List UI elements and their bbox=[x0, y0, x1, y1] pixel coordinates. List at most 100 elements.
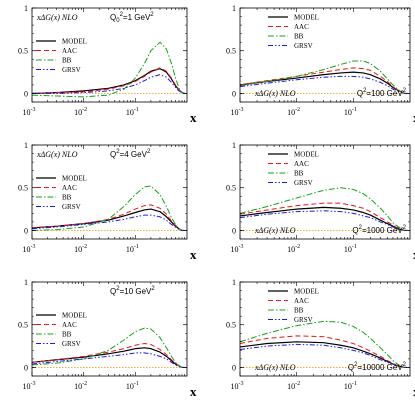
x-tick-base: 10 bbox=[287, 245, 295, 254]
x-tick-exponent: -3 bbox=[31, 244, 36, 250]
q2-part: 2 bbox=[403, 225, 407, 231]
y-tick-label: 0.5 bbox=[226, 47, 236, 56]
q2-part: 2 bbox=[403, 88, 407, 94]
y-tick-label: 0.5 bbox=[18, 47, 28, 56]
x-axis-label: x bbox=[413, 384, 415, 399]
x-tick-base: 10 bbox=[287, 108, 295, 117]
plot-area bbox=[240, 320, 408, 369]
x-tick-base: 10 bbox=[287, 382, 295, 391]
y-tick-label: 1 bbox=[24, 278, 28, 287]
q2-part: 2 bbox=[403, 362, 407, 368]
x-tick-base: 10 bbox=[231, 382, 239, 391]
q2-annotation: Q2=1000 GeV2 bbox=[352, 225, 406, 235]
x-axis-label: x bbox=[190, 247, 197, 262]
q2-part: 2 bbox=[147, 149, 151, 155]
x-tick-exponent: -2 bbox=[82, 107, 87, 113]
y-tick-label: 0 bbox=[232, 363, 236, 372]
legend-label-bb: BB bbox=[294, 170, 304, 178]
x-tick-label: 10-1 bbox=[126, 381, 139, 391]
series-line-grsv bbox=[32, 74, 185, 94]
legend-label-model: MODEL bbox=[294, 288, 319, 296]
x-tick-base: 10 bbox=[126, 108, 134, 117]
legend-label-grsv: GRSV bbox=[294, 316, 313, 324]
x-tick-exponent: -2 bbox=[82, 244, 87, 250]
legend-label-model: MODEL bbox=[62, 312, 87, 320]
plot-area bbox=[240, 60, 408, 95]
series-line-grsv bbox=[32, 214, 185, 231]
x-tick-exponent: -1 bbox=[352, 244, 357, 250]
plot-frame bbox=[31, 281, 188, 377]
y-tick-label: 0.5 bbox=[18, 184, 28, 193]
plot-area bbox=[32, 41, 185, 98]
plot-area bbox=[32, 185, 185, 232]
x-tick-exponent: -2 bbox=[295, 244, 300, 250]
plot-area bbox=[240, 187, 408, 232]
panel-title: xΔG(x) NLO bbox=[254, 363, 296, 372]
x-tick-base: 10 bbox=[23, 108, 31, 117]
q2-annotation: Q2=10000 GeV2 bbox=[348, 362, 407, 372]
q2-part: Q bbox=[110, 13, 116, 22]
q2-part: 2 bbox=[354, 362, 358, 368]
series-line-model bbox=[32, 68, 185, 95]
q2-part: Q bbox=[357, 89, 363, 98]
legend-label-aac: AAC bbox=[294, 297, 309, 305]
panel-title: xΔG(x) NLO bbox=[36, 13, 78, 22]
x-tick-base: 10 bbox=[74, 108, 82, 117]
x-tick-base: 10 bbox=[23, 245, 31, 254]
x-tick-base: 10 bbox=[74, 382, 82, 391]
x-tick-base: 10 bbox=[231, 245, 239, 254]
y-tick-label: 0 bbox=[24, 363, 28, 372]
panel-title: xΔG(x) NLO bbox=[254, 226, 296, 235]
x-tick-label: 10-3 bbox=[23, 244, 36, 254]
y-tick-label: 1 bbox=[232, 141, 236, 150]
q2-part: =1 GeV bbox=[123, 13, 151, 22]
y-tick-label: 0.5 bbox=[18, 321, 28, 330]
x-tick-label: 10-2 bbox=[287, 244, 300, 254]
series-line-bb bbox=[240, 187, 408, 231]
x-tick-base: 10 bbox=[23, 382, 31, 391]
x-axis-label: x bbox=[413, 247, 415, 262]
y-tick-label: 0 bbox=[24, 226, 28, 235]
q2-part: 0 bbox=[116, 18, 120, 24]
legend-label-grsv: GRSV bbox=[62, 203, 81, 211]
plot-area bbox=[32, 327, 185, 369]
x-tick-base: 10 bbox=[344, 245, 352, 254]
x-tick-label: 10-1 bbox=[126, 107, 139, 117]
x-tick-label: 10-1 bbox=[126, 244, 139, 254]
q2-part: 2 bbox=[363, 88, 367, 94]
x-tick-base: 10 bbox=[344, 108, 352, 117]
q2-part: 2 bbox=[359, 225, 363, 231]
legend-label-model: MODEL bbox=[294, 14, 319, 22]
x-tick-base: 10 bbox=[344, 382, 352, 391]
x-tick-exponent: -3 bbox=[31, 381, 36, 387]
series-line-model bbox=[240, 206, 408, 232]
y-tick-label: 1 bbox=[24, 141, 28, 150]
x-tick-label: 10-2 bbox=[74, 107, 87, 117]
x-tick-label: 10-3 bbox=[231, 244, 244, 254]
legend-label-model: MODEL bbox=[62, 38, 87, 46]
x-tick-exponent: -1 bbox=[352, 381, 357, 387]
x-tick-exponent: -3 bbox=[31, 107, 36, 113]
y-tick-label: 0.5 bbox=[226, 321, 236, 330]
series-line-grsv bbox=[32, 352, 185, 368]
x-tick-exponent: -2 bbox=[82, 381, 87, 387]
plot-frame bbox=[239, 281, 411, 377]
x-axis-label: x bbox=[413, 110, 415, 125]
legend-label-bb: BB bbox=[62, 331, 72, 339]
q2-part: 2 bbox=[116, 149, 120, 155]
legend-label-bb: BB bbox=[294, 307, 304, 315]
legend-label-grsv: GRSV bbox=[62, 66, 81, 74]
legend-label-aac: AAC bbox=[294, 160, 309, 168]
series-line-aac bbox=[32, 343, 185, 368]
q2-part: Q bbox=[110, 287, 116, 296]
x-tick-exponent: -1 bbox=[134, 107, 139, 113]
legend-label-grsv: GRSV bbox=[294, 42, 313, 50]
